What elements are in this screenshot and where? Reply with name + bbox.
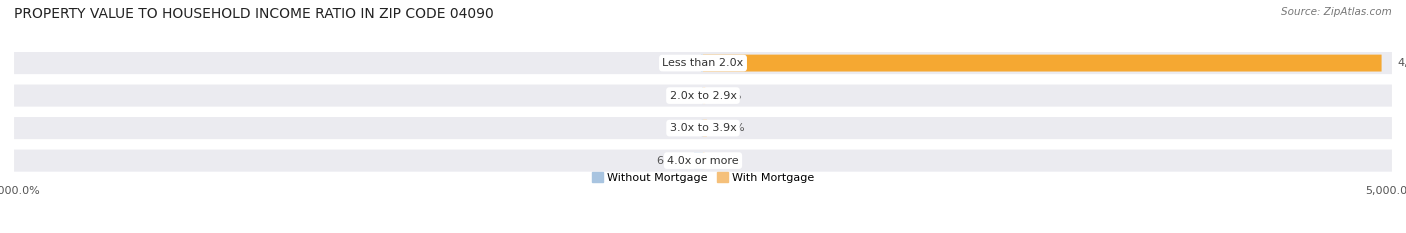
Text: 14.7%: 14.7% <box>664 58 699 68</box>
FancyBboxPatch shape <box>14 52 1392 74</box>
Legend: Without Mortgage, With Mortgage: Without Mortgage, With Mortgage <box>588 168 818 187</box>
Text: 4,924.8%: 4,924.8% <box>1398 58 1406 68</box>
Text: 11.8%: 11.8% <box>707 156 742 166</box>
Text: Less than 2.0x: Less than 2.0x <box>662 58 744 68</box>
FancyBboxPatch shape <box>14 150 1392 172</box>
FancyBboxPatch shape <box>703 55 1382 72</box>
Text: Source: ZipAtlas.com: Source: ZipAtlas.com <box>1281 7 1392 17</box>
Text: 28.8%: 28.8% <box>709 123 745 133</box>
FancyBboxPatch shape <box>695 152 703 169</box>
Text: 9.4%: 9.4% <box>671 123 700 133</box>
Text: 3.0x to 3.9x: 3.0x to 3.9x <box>669 123 737 133</box>
FancyBboxPatch shape <box>14 117 1392 139</box>
FancyBboxPatch shape <box>703 87 706 104</box>
Text: 64.6%: 64.6% <box>657 156 692 166</box>
Text: 2.0x to 2.9x: 2.0x to 2.9x <box>669 91 737 101</box>
Text: 4.0x or more: 4.0x or more <box>668 156 738 166</box>
FancyBboxPatch shape <box>702 55 703 72</box>
FancyBboxPatch shape <box>703 120 707 137</box>
Text: PROPERTY VALUE TO HOUSEHOLD INCOME RATIO IN ZIP CODE 04090: PROPERTY VALUE TO HOUSEHOLD INCOME RATIO… <box>14 7 494 21</box>
FancyBboxPatch shape <box>14 85 1392 107</box>
Text: 7.3%: 7.3% <box>672 91 700 101</box>
Text: 16.4%: 16.4% <box>707 91 742 101</box>
FancyBboxPatch shape <box>703 152 704 169</box>
